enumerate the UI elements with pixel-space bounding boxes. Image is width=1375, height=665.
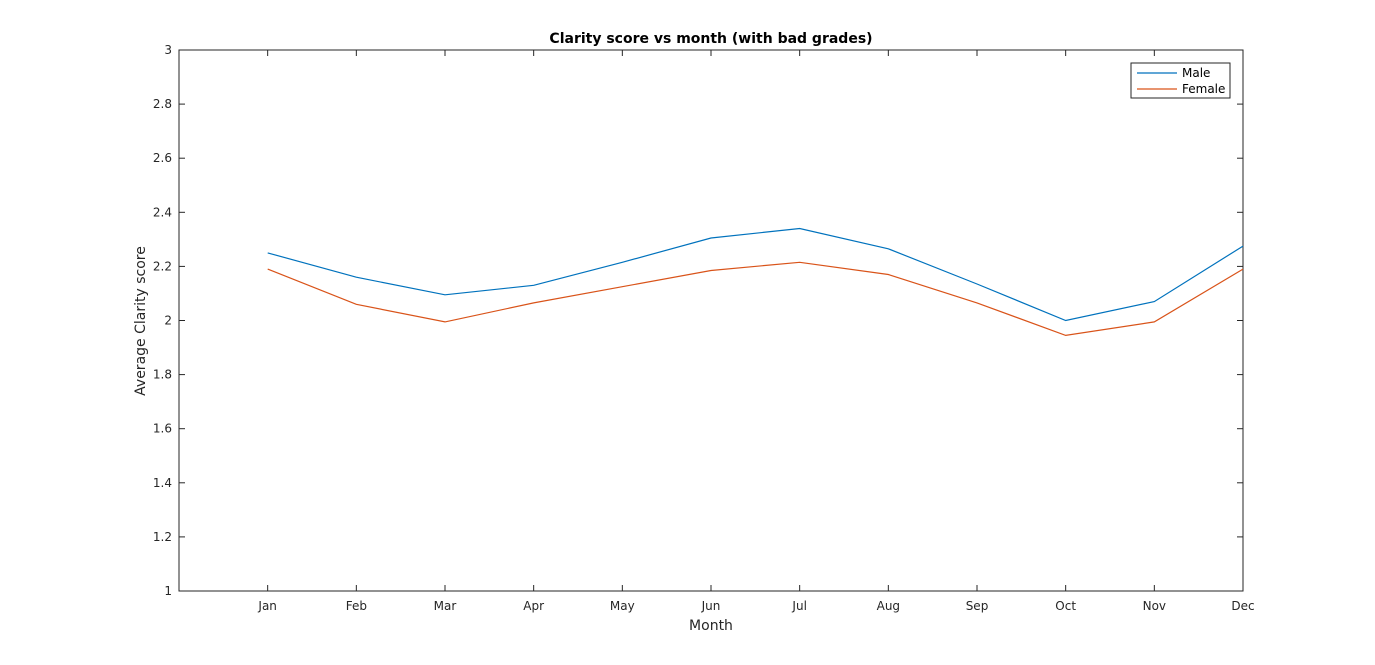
y-tick-label: 1.4 xyxy=(153,476,172,490)
x-tick-label: Mar xyxy=(434,599,457,613)
y-tick-label: 1.2 xyxy=(153,530,172,544)
y-axis-ticks: 1 1.2 1.4 1.6 1.8 2 2.2 2.4 2.6 2.8 3 xyxy=(153,43,1243,598)
x-axis-title: Month xyxy=(689,618,733,634)
x-tick-label: Jan xyxy=(257,599,277,613)
x-tick-label: Nov xyxy=(1143,599,1166,613)
series-lines xyxy=(267,227,1244,337)
plot-area xyxy=(178,49,1244,592)
x-tick-label: Aug xyxy=(877,599,900,613)
chart-title: Clarity score vs month (with bad grades) xyxy=(549,31,872,47)
legend-box xyxy=(1130,62,1231,99)
y-tick-label: 2.2 xyxy=(153,259,172,273)
y-tick-label: 2 xyxy=(164,314,172,328)
x-axis-ticks: Jan Feb Mar Apr May Jun Jul Aug Sep Oct Nov Dec xyxy=(257,50,1255,613)
x-tick-label: Apr xyxy=(523,599,544,613)
legend-label-male: Male xyxy=(1182,66,1210,80)
legend-label-female: Female xyxy=(1182,82,1225,96)
y-tick-label: 2.4 xyxy=(153,205,172,219)
y-tick-label: 1 xyxy=(164,584,172,598)
y-tick-label: 1.6 xyxy=(153,422,172,436)
x-tick-label: Feb xyxy=(346,599,367,613)
series-line-male xyxy=(267,227,1244,322)
x-tick-label: Jun xyxy=(701,599,721,613)
x-tick-label: Jul xyxy=(791,599,806,613)
x-tick-label: Oct xyxy=(1055,599,1076,613)
x-tick-label: May xyxy=(610,599,635,613)
y-tick-label: 1.8 xyxy=(153,368,172,382)
y-tick-label: 2.6 xyxy=(153,151,172,165)
x-tick-label: Dec xyxy=(1231,599,1254,613)
y-axis-title: Average Clarity score xyxy=(133,246,149,396)
y-tick-label: 3 xyxy=(164,43,172,57)
x-tick-label: Sep xyxy=(966,599,989,613)
y-tick-label: 2.8 xyxy=(153,97,172,111)
legend: Male Female xyxy=(1130,62,1231,99)
series-line-female xyxy=(267,261,1244,337)
